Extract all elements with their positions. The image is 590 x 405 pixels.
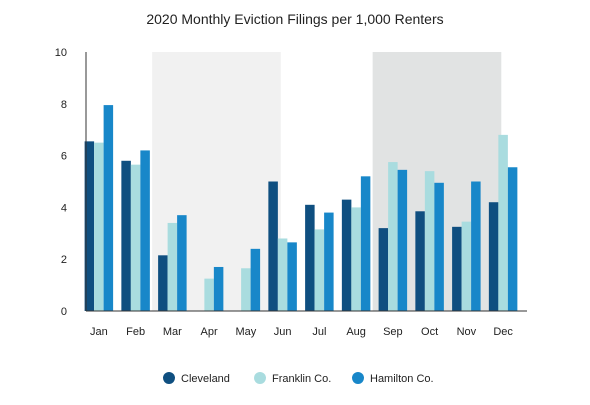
x-tick-label: Sep xyxy=(383,326,403,338)
bar-cleveland-sep xyxy=(378,228,389,311)
legend-swatch-cleveland xyxy=(163,372,175,384)
bar-franklin-co-feb xyxy=(130,164,141,311)
bar-cleveland-nov xyxy=(452,226,462,311)
bar-franklin-co-sep xyxy=(388,162,398,311)
x-tick-label: Apr xyxy=(201,326,218,338)
bar-cleveland-feb xyxy=(121,160,131,311)
bar-hamilton-co-jun xyxy=(287,242,297,311)
x-tick-label: Mar xyxy=(163,326,182,338)
bar-franklin-co-jun xyxy=(277,238,288,311)
x-tick-label: Jun xyxy=(274,326,292,338)
y-tick-label: 10 xyxy=(55,47,67,59)
bar-hamilton-co-mar xyxy=(177,215,187,311)
legend-swatch-franklin-co xyxy=(254,372,266,384)
bar-hamilton-co-may xyxy=(250,248,261,311)
bar-franklin-co-oct xyxy=(424,171,435,311)
bar-hamilton-co-jul xyxy=(324,212,334,311)
bar-cleveland-dec xyxy=(488,202,499,311)
x-tick-label: May xyxy=(235,326,256,338)
x-tick-label: Feb xyxy=(126,326,145,338)
bar-franklin-co-dec xyxy=(498,134,508,311)
x-tick-label: Jul xyxy=(312,326,326,338)
y-tick-label: 6 xyxy=(61,151,67,163)
axes xyxy=(85,52,527,312)
bar-hamilton-co-apr xyxy=(213,266,224,311)
bar-franklin-co-aug xyxy=(351,207,361,311)
legend-label-hamilton-co: Hamilton Co. xyxy=(370,373,434,385)
legend: Cleveland Franklin Co. Hamilton Co. xyxy=(163,372,434,385)
bar-franklin-co-mar xyxy=(167,222,178,311)
bar-franklin-co-jan xyxy=(94,142,104,311)
bar-hamilton-co-sep xyxy=(397,169,408,311)
bars xyxy=(84,105,518,311)
x-tick-label: Oct xyxy=(421,326,438,338)
x-tick-label: Nov xyxy=(457,326,477,338)
bar-franklin-co-may xyxy=(241,268,251,311)
x-tick-labels: Jan Feb Mar Apr May Jun Jul Aug Sep Oct Nov Dec xyxy=(90,326,513,338)
chart-title: 2020 Monthly Eviction Filings per 1,000 … xyxy=(146,11,443,27)
y-tick-label: 8 xyxy=(61,99,67,111)
y-tick-labels: 0 2 4 6 8 10 xyxy=(55,47,67,318)
legend-swatch-hamilton-co xyxy=(352,372,364,384)
x-tick-label: Dec xyxy=(493,326,513,338)
bar-cleveland-jul xyxy=(305,204,315,311)
bar-cleveland-jun xyxy=(268,181,278,311)
y-tick-label: 4 xyxy=(61,202,67,214)
bar-hamilton-co-oct xyxy=(434,182,444,311)
x-tick-label: Jan xyxy=(90,326,108,338)
bar-franklin-co-jul xyxy=(314,229,325,311)
bar-hamilton-co-nov xyxy=(471,181,481,311)
bar-hamilton-co-feb xyxy=(140,150,150,311)
bar-franklin-co-apr xyxy=(204,278,214,311)
bar-cleveland-aug xyxy=(341,199,352,311)
bar-cleveland-mar xyxy=(158,255,168,311)
y-tick-label: 2 xyxy=(61,254,67,266)
bar-franklin-co-nov xyxy=(461,221,472,311)
bar-hamilton-co-jan xyxy=(103,105,114,311)
legend-label-franklin-co: Franklin Co. xyxy=(272,373,331,385)
bar-cleveland-jan xyxy=(84,141,95,311)
x-tick-label: Aug xyxy=(346,326,366,338)
y-tick-label: 0 xyxy=(61,306,67,318)
bar-cleveland-oct xyxy=(415,211,425,311)
bar-hamilton-co-aug xyxy=(360,176,371,311)
bar-hamilton-co-dec xyxy=(507,167,518,311)
legend-label-cleveland: Cleveland xyxy=(181,373,230,385)
